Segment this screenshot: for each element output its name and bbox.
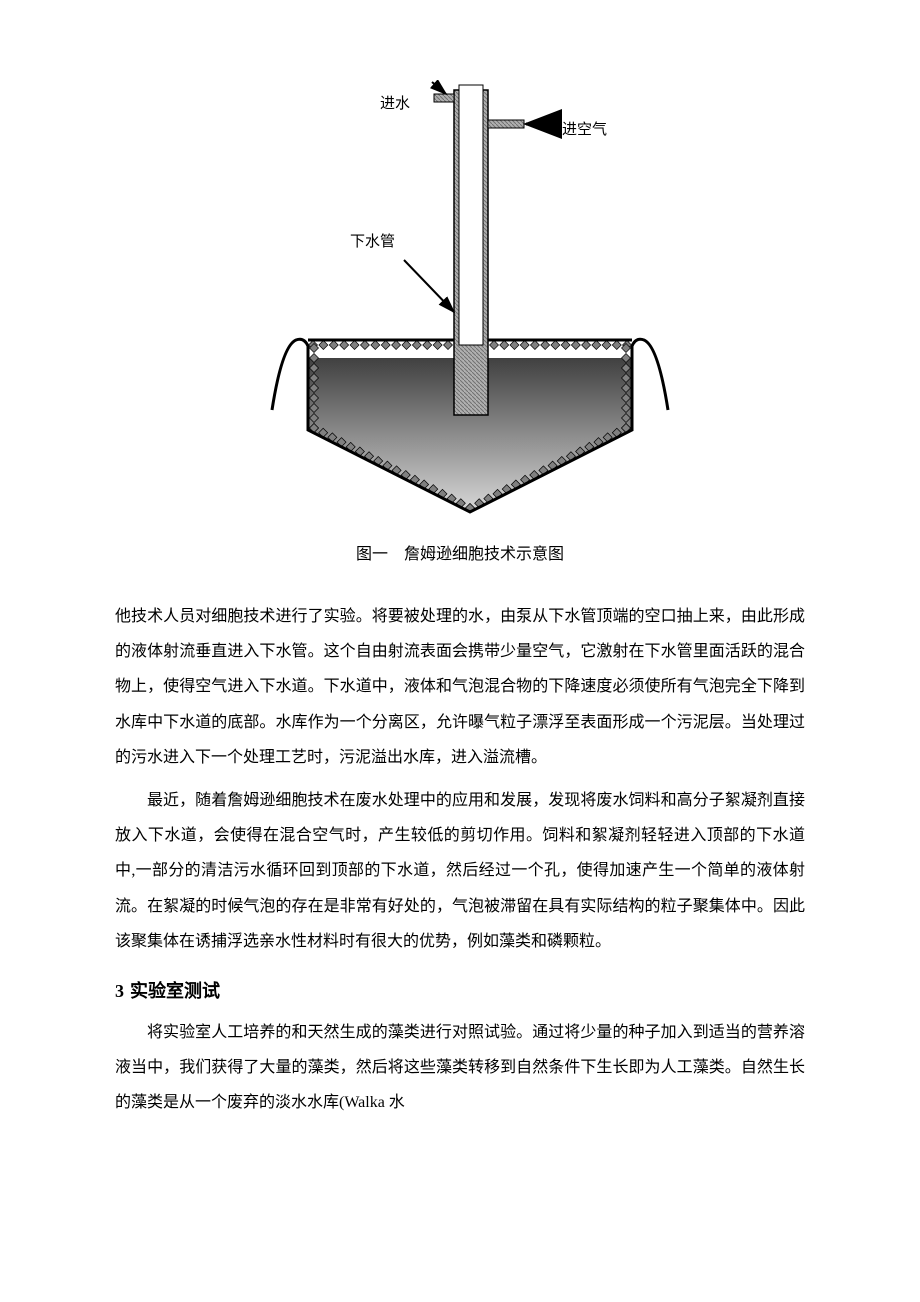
- label-inlet-air: 进空气: [562, 118, 607, 139]
- label-downcomer: 下水管: [350, 230, 395, 251]
- heading-number: 3: [115, 981, 124, 1001]
- figure-caption: 图一 詹姆逊细胞技术示意图: [115, 540, 805, 564]
- jameson-cell-diagram: 进水 进空气 下水管: [220, 80, 700, 520]
- label-inlet-water: 进水: [380, 92, 410, 113]
- paragraph-1: 他技术人员对细胞技术进行了实验。将要被处理的水，由泵从下水管顶端的空口抽上来，由…: [115, 599, 805, 775]
- diagram-container: 进水 进空气 下水管: [115, 80, 805, 520]
- diagram-svg: [220, 80, 700, 520]
- heading-text: 实验室测试: [130, 981, 220, 1001]
- paragraph-3: 将实验室人工培养的和天然生成的藻类进行对照试验。通过将少量的种子加入到适当的营养…: [115, 1015, 805, 1121]
- paragraph-2: 最近，随着詹姆逊细胞技术在废水处理中的应用和发展，发现将废水饲料和高分子絮凝剂直…: [115, 783, 805, 959]
- section-heading: 3 实验室测试: [115, 977, 805, 1003]
